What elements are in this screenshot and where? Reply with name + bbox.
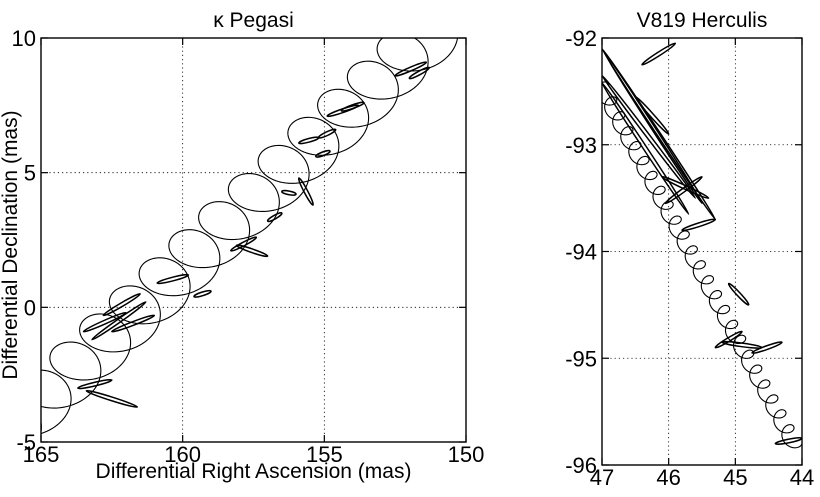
error-ellipse	[297, 177, 314, 206]
error-ellipse	[193, 289, 212, 298]
error-ellipse	[298, 136, 320, 145]
y-tick-label: 5	[24, 161, 36, 186]
y-tick-label: -94	[565, 240, 597, 265]
panel-title: κ Pegasi	[213, 9, 294, 32]
y-tick-label: -95	[565, 346, 597, 371]
x-tick-label: 165	[23, 442, 60, 467]
error-ellipse	[408, 66, 430, 80]
plot-area	[41, 38, 459, 435]
error-ellipse	[664, 175, 703, 205]
x-tick-label: 47	[590, 465, 614, 490]
error-ellipse	[721, 340, 763, 349]
panel-kappa-peg	[40, 37, 467, 443]
y-tick-label: -93	[565, 133, 597, 158]
panel-v819-her	[601, 37, 803, 466]
orbit-curve	[41, 38, 459, 435]
y-tick-label: -5	[16, 430, 36, 455]
error-ellipse	[681, 218, 717, 232]
error-ellipse	[235, 244, 269, 258]
error-ellipse	[751, 341, 783, 354]
error-ellipse	[77, 378, 113, 390]
error-ellipse	[317, 128, 337, 139]
y-tick-label: -92	[565, 26, 597, 51]
error-ellipse	[641, 42, 677, 66]
error-ellipse	[315, 149, 331, 158]
error-ellipse	[85, 389, 139, 408]
orbit-curve	[602, 81, 802, 449]
y-tick-label: 10	[12, 26, 36, 51]
error-ellipse	[774, 437, 802, 445]
error-ellipse	[394, 61, 428, 77]
x-tick-label: 150	[448, 442, 485, 467]
y-tick-label: 0	[24, 295, 36, 320]
error-ellipse	[91, 301, 147, 341]
x-tick-label: 46	[656, 465, 680, 490]
error-ellipse	[230, 236, 258, 252]
y-axis-title: Differential Declination (mas)	[0, 110, 22, 379]
error-ellipse	[634, 95, 670, 135]
error-ellipse	[340, 101, 365, 112]
x-tick-label: 155	[306, 442, 343, 467]
y-tick-label: -96	[565, 453, 597, 478]
error-ellipse	[156, 273, 190, 285]
plot-frame	[40, 37, 467, 443]
error-ellipse	[281, 189, 297, 196]
error-ellipse	[102, 293, 141, 317]
error-ellipse	[111, 314, 156, 333]
plot-area	[602, 42, 802, 449]
x-tick-label: 160	[164, 442, 201, 467]
x-tick-label: 44	[790, 465, 814, 490]
x-axis-title: Differential Right Ascension (mas)	[96, 460, 412, 483]
error-ellipse	[604, 53, 703, 205]
error-ellipse	[602, 74, 697, 199]
error-ellipse	[82, 311, 127, 333]
x-tick-label: 45	[723, 465, 747, 490]
error-ellipse	[266, 212, 283, 223]
panel-title: V819 Herculis	[637, 9, 768, 32]
error-ellipse	[727, 282, 750, 306]
error-ellipse	[602, 82, 690, 215]
